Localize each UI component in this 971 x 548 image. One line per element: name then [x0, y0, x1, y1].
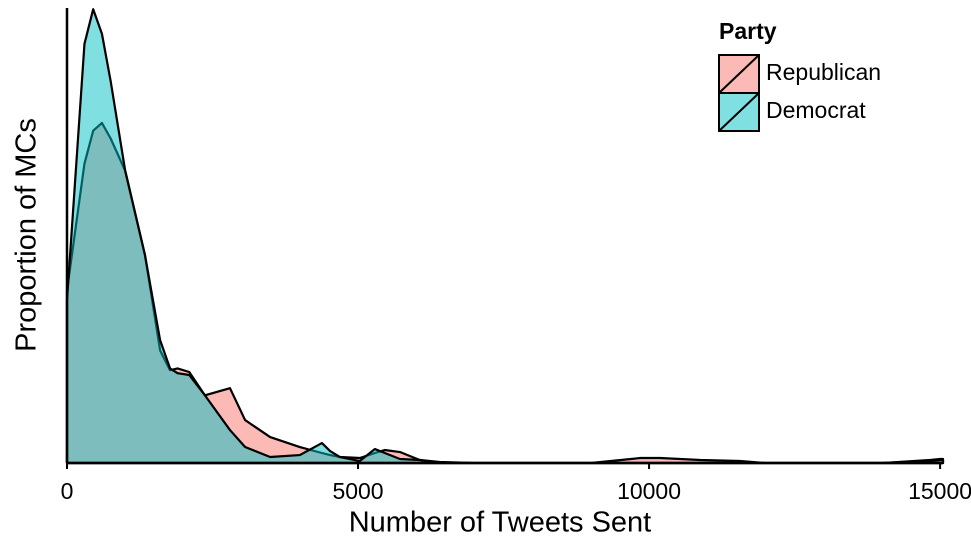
legend-label: Republican: [766, 59, 881, 85]
x-tick-label: 10000: [617, 478, 681, 504]
legend-label: Democrat: [766, 97, 866, 123]
y-axis-title: Proportion of MCs: [11, 118, 43, 352]
legend-key-line: [718, 92, 760, 132]
x-tick-label: 0: [61, 478, 74, 504]
x-axis-title: Number of Tweets Sent: [349, 507, 652, 539]
legend-key-line: [718, 54, 760, 94]
x-tick-label: 15000: [908, 478, 971, 504]
legend-title: Party: [719, 18, 777, 44]
x-tick-label: 5000: [332, 478, 383, 504]
